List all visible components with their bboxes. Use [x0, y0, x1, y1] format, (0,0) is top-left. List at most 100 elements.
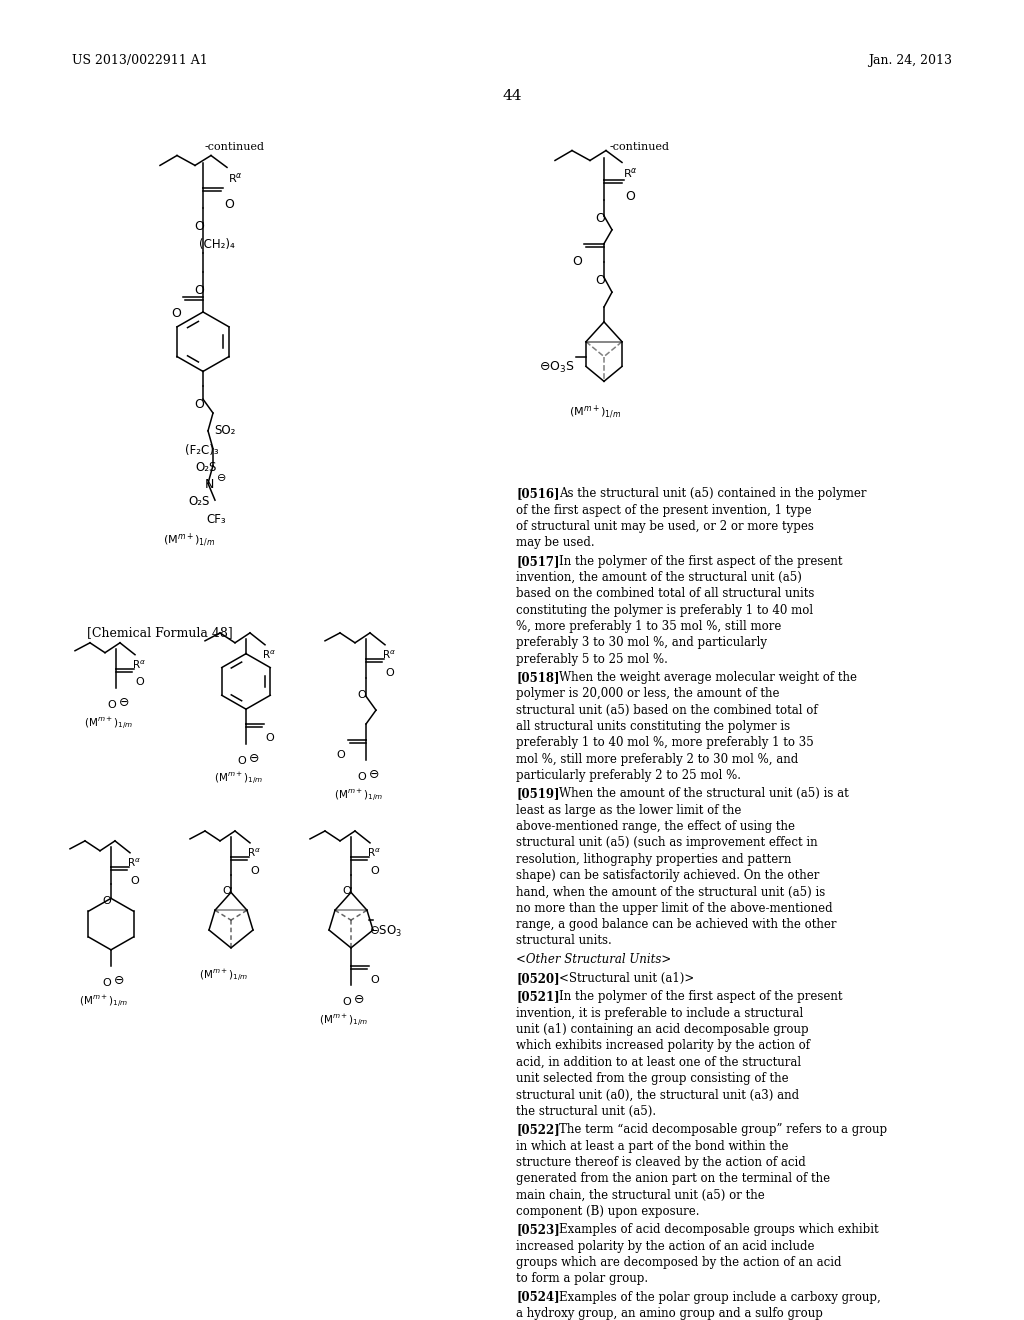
- Text: increased polarity by the action of an acid include: increased polarity by the action of an a…: [516, 1239, 814, 1253]
- Text: O: O: [250, 866, 259, 875]
- Text: O: O: [595, 275, 605, 288]
- Text: O: O: [625, 190, 635, 203]
- Text: range, a good balance can be achieved with the other: range, a good balance can be achieved wi…: [516, 919, 837, 931]
- Text: [0522]: [0522]: [516, 1123, 560, 1137]
- Text: O: O: [595, 213, 605, 224]
- Text: O: O: [385, 668, 394, 677]
- Text: (M$^{m+}$)$_{1/m}$: (M$^{m+}$)$_{1/m}$: [199, 968, 248, 983]
- Text: O₂S: O₂S: [188, 495, 209, 508]
- Text: unit selected from the group consisting of the: unit selected from the group consisting …: [516, 1072, 788, 1085]
- Text: structural unit (a5) based on the combined total of: structural unit (a5) based on the combin…: [516, 704, 817, 717]
- Text: In the polymer of the first aspect of the present: In the polymer of the first aspect of th…: [559, 990, 843, 1003]
- Text: O: O: [370, 974, 379, 985]
- Text: -continued: -continued: [610, 141, 670, 152]
- Text: O: O: [135, 677, 143, 688]
- Text: structural unit (a0), the structural unit (a3) and: structural unit (a0), the structural uni…: [516, 1089, 799, 1101]
- Text: structural units.: structural units.: [516, 935, 611, 948]
- Text: O: O: [194, 220, 204, 232]
- Text: constituting the polymer is preferably 1 to 40 mol: constituting the polymer is preferably 1…: [516, 603, 813, 616]
- Text: unit (a1) containing an acid decomposable group: unit (a1) containing an acid decomposabl…: [516, 1023, 809, 1036]
- Text: structural unit (a5) (such as improvement effect in: structural unit (a5) (such as improvemen…: [516, 837, 817, 850]
- Text: As the structural unit (a5) contained in the polymer: As the structural unit (a5) contained in…: [559, 487, 866, 500]
- Text: O: O: [572, 255, 582, 268]
- Text: R$^{\alpha}$: R$^{\alpha}$: [623, 166, 638, 181]
- Text: may be used.: may be used.: [516, 536, 595, 549]
- Text: invention, the amount of the structural unit (a5): invention, the amount of the structural …: [516, 572, 802, 583]
- Text: $\ominus$SO$_3$: $\ominus$SO$_3$: [369, 924, 402, 940]
- Text: a hydroxy group, an amino group and a sulfo group: a hydroxy group, an amino group and a su…: [516, 1307, 823, 1320]
- Text: [0520]: [0520]: [516, 972, 560, 985]
- Text: US 2013/0022911 A1: US 2013/0022911 A1: [72, 54, 208, 67]
- Text: mol %, still more preferably 2 to 30 mol %, and: mol %, still more preferably 2 to 30 mol…: [516, 752, 799, 766]
- Text: O: O: [237, 756, 246, 766]
- Text: (CH₂)₄: (CH₂)₄: [199, 238, 234, 251]
- Text: resolution, lithography properties and pattern: resolution, lithography properties and p…: [516, 853, 792, 866]
- Text: $\ominus$: $\ominus$: [113, 974, 124, 986]
- Text: -continued: -continued: [205, 141, 265, 152]
- Text: preferably 1 to 40 mol %, more preferably 1 to 35: preferably 1 to 40 mol %, more preferabl…: [516, 737, 814, 750]
- Text: [0524]: [0524]: [516, 1291, 560, 1304]
- Text: O: O: [171, 308, 181, 319]
- Text: least as large as the lower limit of the: least as large as the lower limit of the: [516, 804, 741, 817]
- Text: R$^{\alpha}$: R$^{\alpha}$: [228, 172, 243, 185]
- Text: R$^{\alpha}$: R$^{\alpha}$: [127, 857, 141, 869]
- Text: which exhibits increased polarity by the action of: which exhibits increased polarity by the…: [516, 1039, 810, 1052]
- Text: 44: 44: [502, 90, 522, 103]
- Text: O: O: [224, 198, 233, 211]
- Text: [Chemical Formula 48]: [Chemical Formula 48]: [87, 626, 232, 639]
- Text: $\ominus$: $\ominus$: [118, 696, 129, 709]
- Text: SO₂: SO₂: [214, 424, 236, 437]
- Text: (M$^{m+}$)$_{1/m}$: (M$^{m+}$)$_{1/m}$: [163, 532, 215, 549]
- Text: groups which are decomposed by the action of an acid: groups which are decomposed by the actio…: [516, 1255, 842, 1269]
- Text: O: O: [222, 887, 230, 896]
- Text: $\ominus$: $\ominus$: [248, 752, 259, 764]
- Text: <Structural unit (a1)>: <Structural unit (a1)>: [559, 972, 694, 985]
- Text: N: N: [205, 478, 214, 491]
- Text: O: O: [194, 284, 204, 297]
- Text: the structural unit (a5).: the structural unit (a5).: [516, 1105, 656, 1118]
- Text: polymer is 20,000 or less, the amount of the: polymer is 20,000 or less, the amount of…: [516, 688, 779, 701]
- Text: generated from the anion part on the terminal of the: generated from the anion part on the ter…: [516, 1172, 830, 1185]
- Text: [0518]: [0518]: [516, 671, 559, 684]
- Text: to form a polar group.: to form a polar group.: [516, 1272, 648, 1286]
- Text: (M$^{m+}$)$_{1/m}$: (M$^{m+}$)$_{1/m}$: [214, 771, 263, 787]
- Text: %, more preferably 1 to 35 mol %, still more: %, more preferably 1 to 35 mol %, still …: [516, 620, 781, 634]
- Text: O: O: [357, 690, 366, 701]
- Text: based on the combined total of all structural units: based on the combined total of all struc…: [516, 587, 814, 601]
- Text: Examples of acid decomposable groups which exhibit: Examples of acid decomposable groups whi…: [559, 1224, 879, 1237]
- Text: O: O: [370, 866, 379, 875]
- Text: no more than the upper limit of the above-mentioned: no more than the upper limit of the abov…: [516, 902, 833, 915]
- Text: Jan. 24, 2013: Jan. 24, 2013: [868, 54, 952, 67]
- Text: R$^{\alpha}$: R$^{\alpha}$: [247, 847, 261, 859]
- Text: (M$^{m+}$)$_{1/m}$: (M$^{m+}$)$_{1/m}$: [569, 403, 622, 421]
- Text: acid, in addition to at least one of the structural: acid, in addition to at least one of the…: [516, 1056, 801, 1069]
- Text: $\ominus$: $\ominus$: [368, 768, 379, 780]
- Text: [0517]: [0517]: [516, 554, 559, 568]
- Text: (M$^{m+}$)$_{1/m}$: (M$^{m+}$)$_{1/m}$: [79, 994, 128, 1010]
- Text: [0519]: [0519]: [516, 788, 559, 800]
- Text: component (B) upon exposure.: component (B) upon exposure.: [516, 1205, 699, 1218]
- Text: O: O: [342, 887, 351, 896]
- Text: $\ominus$: $\ominus$: [353, 994, 365, 1006]
- Text: R$^{\alpha}$: R$^{\alpha}$: [367, 847, 381, 859]
- Text: O: O: [106, 700, 116, 710]
- Text: O: O: [102, 896, 111, 907]
- Text: R$^{\alpha}$: R$^{\alpha}$: [382, 648, 396, 661]
- Text: main chain, the structural unit (a5) or the: main chain, the structural unit (a5) or …: [516, 1188, 765, 1201]
- Text: When the amount of the structural unit (a5) is at: When the amount of the structural unit (…: [559, 788, 849, 800]
- Text: O: O: [342, 998, 351, 1007]
- Text: [0523]: [0523]: [516, 1224, 560, 1237]
- Text: all structural units constituting the polymer is: all structural units constituting the po…: [516, 719, 791, 733]
- Text: particularly preferably 2 to 25 mol %.: particularly preferably 2 to 25 mol %.: [516, 770, 741, 781]
- Text: ⊖: ⊖: [217, 474, 226, 483]
- Text: O: O: [130, 875, 138, 886]
- Text: R$^{\alpha}$: R$^{\alpha}$: [262, 648, 276, 661]
- Text: [0516]: [0516]: [516, 487, 559, 500]
- Text: O: O: [102, 978, 111, 987]
- Text: hand, when the amount of the structural unit (a5) is: hand, when the amount of the structural …: [516, 886, 825, 899]
- Text: O: O: [265, 733, 273, 743]
- Text: R$^{\alpha}$: R$^{\alpha}$: [132, 659, 146, 671]
- Text: of the first aspect of the present invention, 1 type: of the first aspect of the present inven…: [516, 504, 812, 516]
- Text: The term “acid decomposable group” refers to a group: The term “acid decomposable group” refer…: [559, 1123, 887, 1137]
- Text: (M$^{m+}$)$_{1/m}$: (M$^{m+}$)$_{1/m}$: [84, 715, 133, 733]
